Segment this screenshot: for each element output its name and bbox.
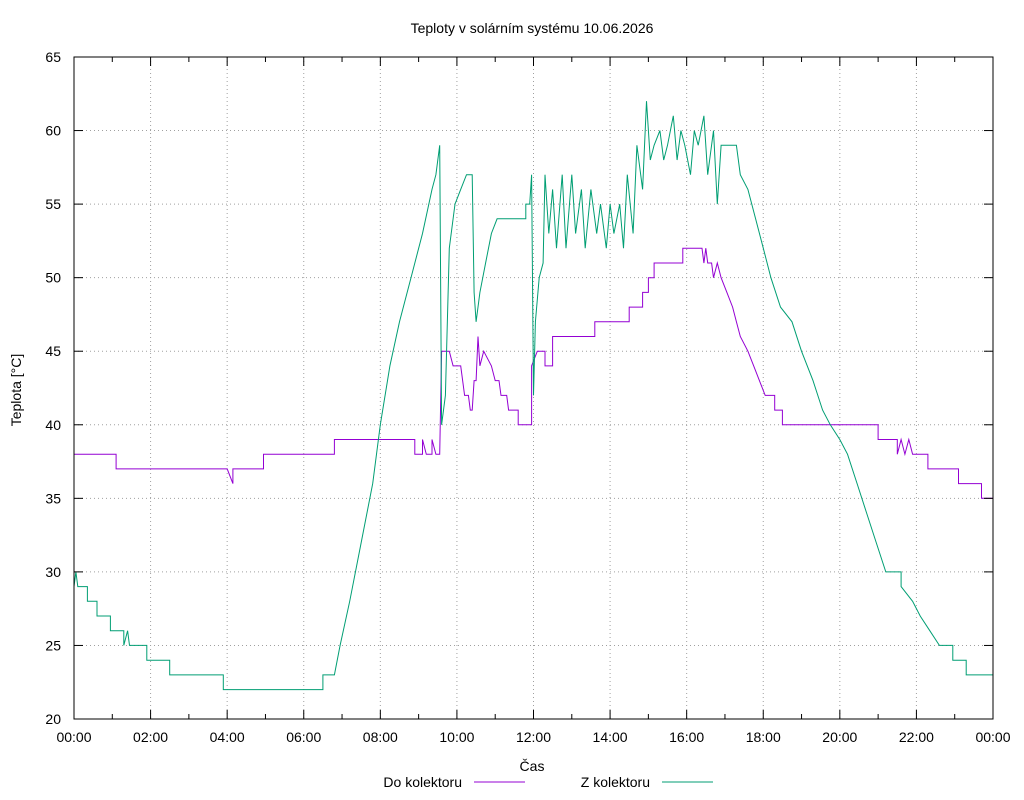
x-tick-label: 00:00 xyxy=(56,729,91,745)
x-tick-label: 06:00 xyxy=(286,729,321,745)
x-axis-label: Čas xyxy=(520,758,545,774)
y-tick-label: 20 xyxy=(45,711,61,727)
x-tick-label: 00:00 xyxy=(975,729,1010,745)
x-tick-label: 18:00 xyxy=(746,729,781,745)
x-tick-label: 02:00 xyxy=(133,729,168,745)
y-tick-label: 40 xyxy=(45,417,61,433)
legend-label-z-kolektoru: Z kolektoru xyxy=(581,774,650,790)
x-tick-label: 04:00 xyxy=(210,729,245,745)
x-tick-label: 10:00 xyxy=(439,729,474,745)
series-line-z-kolektoru xyxy=(73,101,993,691)
y-tick-label: 35 xyxy=(45,490,61,506)
y-axis-label: Teplota [°C] xyxy=(8,354,24,427)
series-layer xyxy=(73,101,993,691)
y-tick-label: 30 xyxy=(45,564,61,580)
y-tick-label: 45 xyxy=(45,343,61,359)
axis-ticks: 00:00 02:00 04:00 06:00 08:00 10:00 12:00 14:00… xyxy=(45,49,1010,745)
chart-title: Teploty v solárním systému 10.06.2026 xyxy=(411,20,654,36)
x-tick-label: 22:00 xyxy=(899,729,934,745)
x-tick-label: 14:00 xyxy=(593,729,628,745)
legend: Do kolektoru Z kolektoru xyxy=(383,774,713,790)
y-tick-label: 60 xyxy=(45,123,61,139)
y-tick-label: 50 xyxy=(45,270,61,286)
x-tick-label: 20:00 xyxy=(822,729,857,745)
y-tick-label: 65 xyxy=(45,49,61,65)
series-line-do-kolektoru xyxy=(74,247,993,499)
x-tick-label: 12:00 xyxy=(516,729,551,745)
x-tick-label: 08:00 xyxy=(363,729,398,745)
x-tick-label: 16:00 xyxy=(669,729,704,745)
y-tick-label: 55 xyxy=(45,196,61,212)
legend-label-do-kolektoru: Do kolektoru xyxy=(383,774,462,790)
y-tick-label: 25 xyxy=(45,637,61,653)
